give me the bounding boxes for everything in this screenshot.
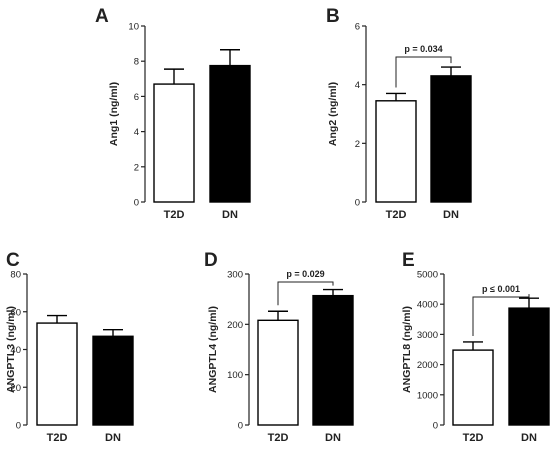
- y-tick-label: 60: [10, 307, 21, 318]
- y-tick-label: 6: [134, 92, 139, 103]
- y-tick-label: 5000: [417, 270, 438, 281]
- category-label: T2D: [164, 209, 185, 221]
- y-tick-label: 2: [134, 162, 139, 173]
- bar-t2d: [257, 319, 299, 426]
- panel-letter: C: [6, 250, 20, 271]
- y-tick-label: 1000: [417, 390, 438, 401]
- category-label: DN: [325, 432, 341, 444]
- category-label: DN: [521, 432, 537, 444]
- panel-letter: D: [204, 250, 218, 271]
- y-tick-label: 40: [10, 345, 21, 356]
- y-axis-label: ANGPTL3 (ng/ml): [5, 306, 17, 393]
- y-tick-label: 8: [134, 57, 139, 68]
- y-tick-label: 0: [238, 421, 243, 432]
- y-tick-label: 0: [433, 421, 438, 432]
- category-label: DN: [105, 432, 121, 444]
- category-label: T2D: [463, 432, 484, 444]
- p-value-label: p = 0.034: [404, 44, 442, 54]
- category-label: DN: [443, 209, 459, 221]
- bar-dn: [508, 307, 550, 426]
- category-label: T2D: [386, 209, 407, 221]
- panel-letter: A: [95, 6, 109, 27]
- panel-e: E 0 1000 2000 3000 4000 5000 ANGPTL8 (ng/ml) T2D…: [401, 250, 550, 444]
- bar-t2d: [375, 100, 417, 203]
- p-value-label: p = 0.029: [286, 269, 324, 279]
- category-label: T2D: [268, 432, 289, 444]
- y-axis-label: Ang2 (ng/ml): [327, 82, 339, 146]
- y-tick-label: 3000: [417, 330, 438, 341]
- y-tick-label: 20: [10, 383, 21, 394]
- y-tick-label: 0: [355, 198, 360, 209]
- category-label: DN: [222, 209, 238, 221]
- y-tick-label: 0: [134, 198, 139, 209]
- significance-bracket: [277, 281, 334, 306]
- panel-d: D 0 100 200 300 ANGPTL4 (ng/ml) T2D DN p = 0.029: [204, 250, 354, 444]
- y-axis-label: ANGPTL4 (ng/ml): [207, 306, 219, 393]
- panel-c: C 0 20 40 60 80 ANGPTL3 (ng/ml) T2D DN: [5, 250, 134, 444]
- significance-bracket: [472, 294, 530, 336]
- bar-dn: [312, 294, 354, 426]
- y-tick-label: 2000: [417, 360, 438, 371]
- y-tick-label: 10: [128, 22, 139, 33]
- bar-dn: [209, 64, 251, 203]
- bar-t2d: [36, 322, 78, 426]
- significance-bracket: [395, 56, 452, 88]
- panel-b: B 0 2 4 6 Ang2 (ng/ml) T2D DN p = 0.034: [326, 6, 472, 221]
- y-tick-label: 2: [355, 139, 360, 150]
- y-axis-label: Ang1 (ng/ml): [108, 82, 120, 146]
- y-tick-label: 0: [16, 421, 21, 432]
- bar-dn: [92, 335, 134, 426]
- p-value-label: p ≤ 0.001: [482, 284, 520, 294]
- y-tick-label: 4000: [417, 300, 438, 311]
- bar-t2d: [452, 349, 494, 426]
- y-tick-label: 6: [355, 22, 360, 33]
- y-tick-label: 4: [355, 80, 360, 91]
- y-tick-label: 80: [10, 270, 21, 281]
- panel-a: A 0 2 4 6 8 10 Ang1 (ng/ml) T2D DN: [95, 6, 251, 221]
- panel-letter: B: [326, 6, 340, 27]
- y-tick-label: 300: [227, 270, 243, 281]
- bar-dn: [430, 75, 472, 203]
- y-axis-label: ANGPTL8 (ng/ml): [401, 306, 413, 393]
- bar-t2d: [153, 83, 195, 203]
- panel-letter: E: [402, 250, 415, 271]
- category-label: T2D: [47, 432, 68, 444]
- y-tick-label: 100: [227, 370, 243, 381]
- y-tick-label: 4: [134, 127, 139, 138]
- y-tick-label: 200: [227, 320, 243, 331]
